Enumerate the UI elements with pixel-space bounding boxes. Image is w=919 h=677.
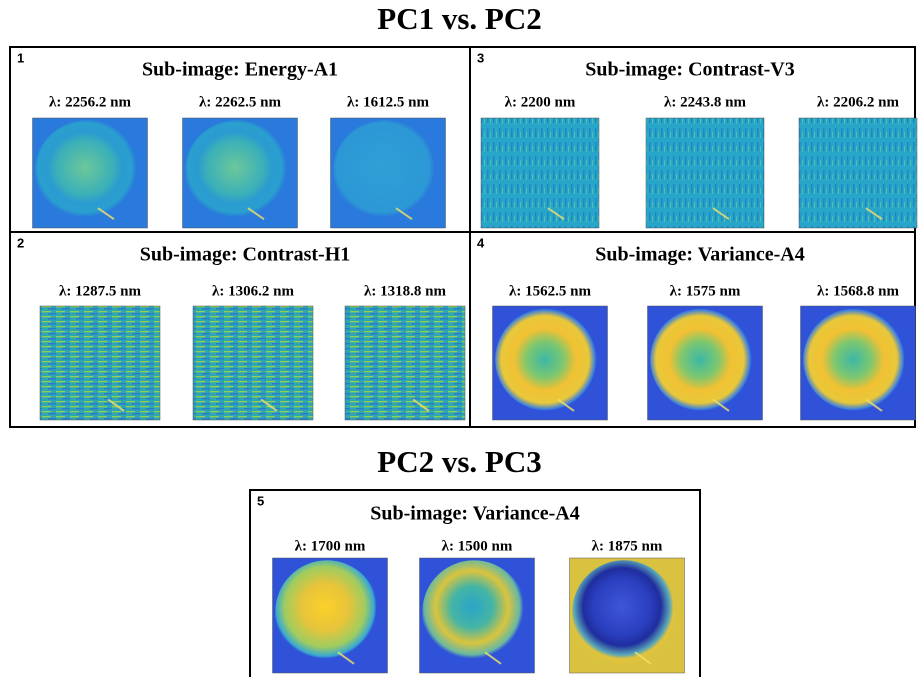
panel-title: Sub-image: Variance-A4 xyxy=(595,244,804,266)
wavelength-label: λ: 1875 nm xyxy=(592,538,663,554)
sample-region xyxy=(333,120,437,219)
wavelength-label: λ: 2262.5 nm xyxy=(199,94,281,110)
wavelength-label: λ: 1575 nm xyxy=(670,283,741,299)
wavelength-label: λ: 1700 nm xyxy=(295,538,366,554)
figure-title: PC1 vs. PC2 xyxy=(377,1,541,36)
figure: PC1 vs. PC2 1 Sub-image: Energy-A1 λ: 2256.… xyxy=(0,0,919,677)
sample-region xyxy=(650,308,754,411)
sample-region xyxy=(572,560,676,664)
wavelength-label: λ: 1562.5 nm xyxy=(509,283,591,299)
wavelength-label: λ: 1287.5 nm xyxy=(59,283,141,299)
sample-region xyxy=(275,560,379,664)
sample-region xyxy=(495,308,599,411)
panel-number: 3 xyxy=(477,50,484,65)
wavelength-label: λ: 2243.8 nm xyxy=(664,94,746,110)
spectral-image xyxy=(345,306,465,420)
panel-number: 5 xyxy=(257,493,264,508)
wavelength-label: λ: 2206.2 nm xyxy=(817,94,899,110)
panel-number: 4 xyxy=(477,235,485,250)
wavelength-label: λ: 1306.2 nm xyxy=(212,283,294,299)
spectral-image xyxy=(646,118,764,228)
panel-number: 2 xyxy=(17,235,24,250)
wavelength-label: λ: 2200 nm xyxy=(505,94,576,110)
sample-region xyxy=(803,308,907,411)
spectral-image xyxy=(40,306,160,420)
wavelength-label: λ: 2256.2 nm xyxy=(49,94,131,110)
wavelength-label: λ: 1612.5 nm xyxy=(347,94,429,110)
panel-title: Sub-image: Contrast-V3 xyxy=(585,59,794,81)
panel-number: 1 xyxy=(17,50,24,65)
wavelength-label: λ: 1500 nm xyxy=(442,538,513,554)
figure-title: PC2 vs. PC3 xyxy=(377,444,541,479)
sample-region xyxy=(422,560,526,664)
panel-title: Sub-image: Energy-A1 xyxy=(142,59,338,81)
spectral-image xyxy=(193,306,313,420)
panel-title: Sub-image: Contrast-H1 xyxy=(140,244,351,266)
sample-region xyxy=(35,120,139,219)
spectral-image xyxy=(799,118,917,228)
sample-region xyxy=(185,120,289,219)
panel-title: Sub-image: Variance-A4 xyxy=(370,503,579,525)
wavelength-label: λ: 1568.8 nm xyxy=(817,283,899,299)
wavelength-label: λ: 1318.8 nm xyxy=(364,283,446,299)
spectral-image xyxy=(481,118,599,228)
